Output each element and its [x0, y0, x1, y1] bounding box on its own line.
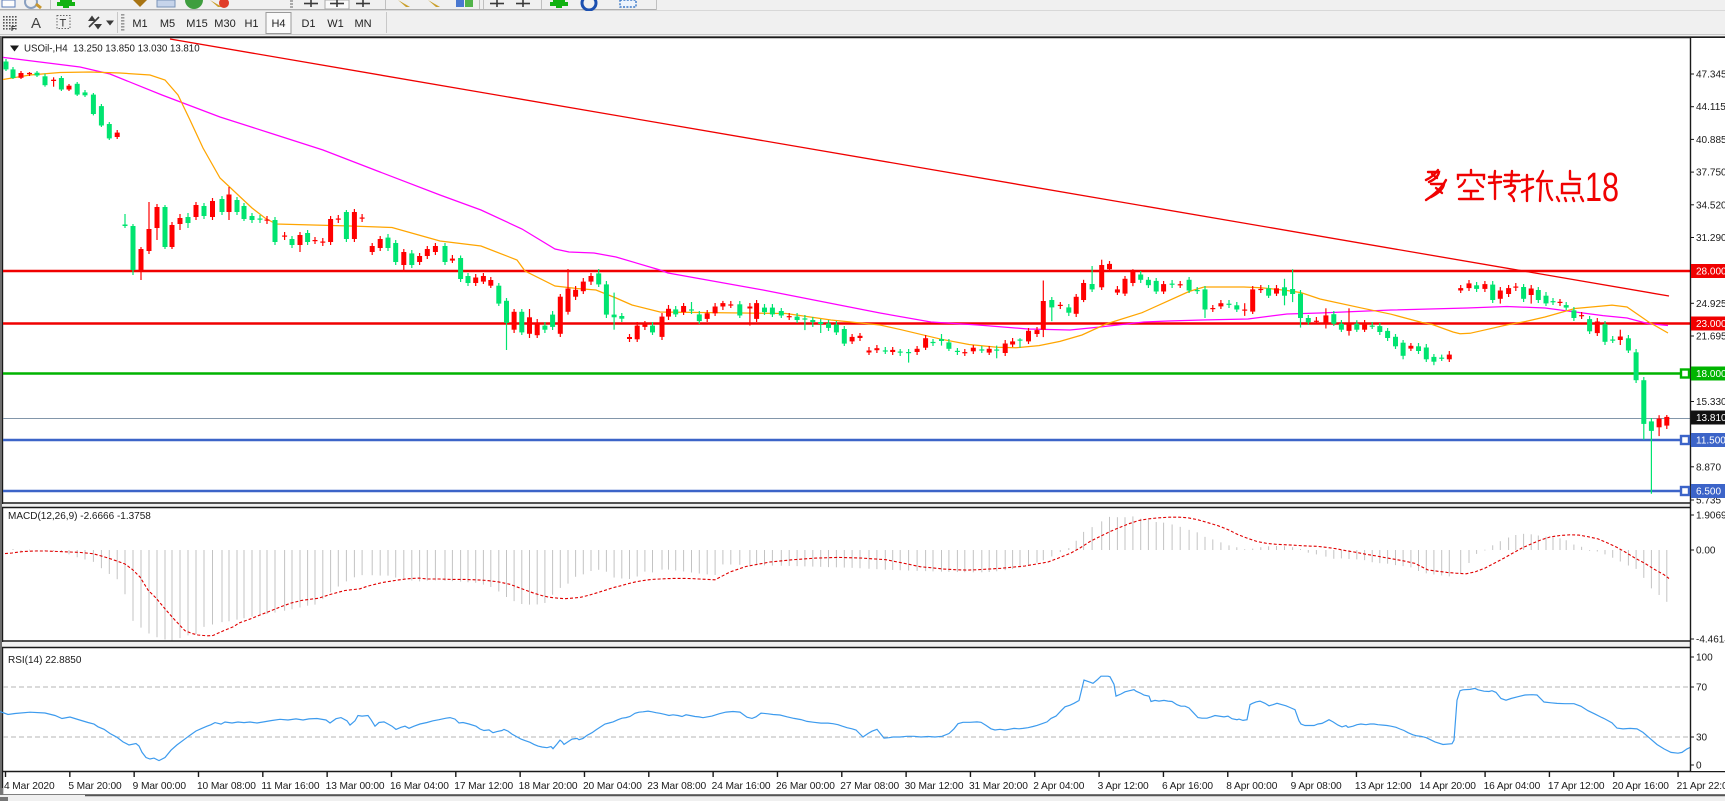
- svg-text:13 Apr 12:00: 13 Apr 12:00: [1355, 781, 1412, 792]
- svg-text:6 Apr 16:00: 6 Apr 16:00: [1162, 781, 1213, 792]
- svg-text:17 Mar 12:00: 17 Mar 12:00: [454, 781, 513, 792]
- svg-text:M15: M15: [186, 18, 207, 30]
- svg-text:H1: H1: [244, 18, 258, 30]
- svg-text:-4.4614: -4.4614: [1696, 635, 1725, 646]
- svg-text:9 Mar 00:00: 9 Mar 00:00: [133, 781, 187, 792]
- svg-text:0: 0: [1696, 761, 1702, 772]
- svg-text:16 Mar 04:00: 16 Mar 04:00: [390, 781, 449, 792]
- svg-text:17 Apr 12:00: 17 Apr 12:00: [1548, 781, 1605, 792]
- svg-text:6.500: 6.500: [1696, 487, 1721, 498]
- svg-text:14 Apr 20:00: 14 Apr 20:00: [1419, 781, 1476, 792]
- svg-text:MACD(12,26,9) -2.6666 -1.3758: MACD(12,26,9) -2.6666 -1.3758: [8, 511, 151, 522]
- svg-text:21.695: 21.695: [1696, 332, 1725, 343]
- svg-text:31 Mar 20:00: 31 Mar 20:00: [969, 781, 1028, 792]
- svg-text:47.345: 47.345: [1696, 70, 1725, 81]
- svg-text:30: 30: [1696, 733, 1708, 744]
- svg-text:USOil-,H4 13.250 13.850 13.03: USOil-,H4 13.250 13.850 13.030 13.810: [24, 44, 200, 55]
- svg-text:31.290: 31.290: [1696, 233, 1725, 244]
- svg-text:100: 100: [1696, 653, 1713, 664]
- svg-text:A: A: [31, 15, 41, 32]
- svg-text:F: F: [11, 26, 16, 33]
- svg-text:D1: D1: [301, 18, 315, 30]
- svg-text:18 Mar 20:00: 18 Mar 20:00: [519, 781, 578, 792]
- svg-text:5 Mar 20:00: 5 Mar 20:00: [68, 781, 122, 792]
- svg-text:26 Mar 00:00: 26 Mar 00:00: [776, 781, 835, 792]
- svg-text:W1: W1: [327, 18, 344, 30]
- svg-text:34.520: 34.520: [1696, 200, 1725, 211]
- svg-text:20 Apr 16:00: 20 Apr 16:00: [1612, 781, 1669, 792]
- svg-text:20 Mar 04:00: 20 Mar 04:00: [583, 781, 642, 792]
- svg-text:24.925: 24.925: [1696, 299, 1725, 310]
- svg-text:M30: M30: [214, 18, 235, 30]
- svg-text:M5: M5: [160, 18, 175, 30]
- svg-text:0.00: 0.00: [1696, 546, 1716, 557]
- svg-text:37.750: 37.750: [1696, 168, 1725, 179]
- svg-text:40.885: 40.885: [1696, 135, 1725, 146]
- svg-text:5.735: 5.735: [1696, 496, 1721, 507]
- svg-text:18: 18: [1585, 164, 1619, 210]
- svg-text:2 Apr 04:00: 2 Apr 04:00: [1033, 781, 1084, 792]
- svg-text:3 Apr 12:00: 3 Apr 12:00: [1098, 781, 1149, 792]
- svg-text:30 Mar 12:00: 30 Mar 12:00: [905, 781, 964, 792]
- svg-text:11.500: 11.500: [1696, 436, 1725, 447]
- svg-text:4 Mar 2020: 4 Mar 2020: [4, 781, 55, 792]
- svg-text:1.9069: 1.9069: [1696, 511, 1725, 522]
- svg-text:15.330: 15.330: [1696, 397, 1725, 408]
- svg-text:9 Apr 08:00: 9 Apr 08:00: [1291, 781, 1342, 792]
- svg-text:18.000: 18.000: [1696, 369, 1725, 380]
- svg-text:70: 70: [1696, 683, 1708, 694]
- svg-text:13 Mar 00:00: 13 Mar 00:00: [326, 781, 385, 792]
- svg-text:24 Mar 16:00: 24 Mar 16:00: [712, 781, 771, 792]
- svg-text:RSI(14) 22.8850: RSI(14) 22.8850: [8, 655, 82, 666]
- svg-text:8 Apr 00:00: 8 Apr 00:00: [1226, 781, 1277, 792]
- svg-text:MN: MN: [354, 18, 371, 30]
- svg-text:27 Mar 08:00: 27 Mar 08:00: [840, 781, 899, 792]
- svg-text:11 Mar 16:00: 11 Mar 16:00: [261, 781, 320, 792]
- svg-text:T: T: [60, 18, 67, 30]
- svg-text:H4: H4: [271, 18, 285, 30]
- svg-text:23.000: 23.000: [1696, 319, 1725, 330]
- svg-text:44.115: 44.115: [1696, 102, 1725, 113]
- svg-text:M1: M1: [132, 18, 147, 30]
- svg-text:28.000: 28.000: [1696, 267, 1725, 278]
- svg-text:21 Apr 22:00: 21 Apr 22:00: [1677, 781, 1725, 792]
- svg-text:10 Mar 08:00: 10 Mar 08:00: [197, 781, 256, 792]
- svg-text:16 Apr 04:00: 16 Apr 04:00: [1484, 781, 1541, 792]
- svg-text:13.810: 13.810: [1696, 413, 1725, 424]
- svg-text:23 Mar 08:00: 23 Mar 08:00: [647, 781, 706, 792]
- svg-text:8.870: 8.870: [1696, 462, 1721, 473]
